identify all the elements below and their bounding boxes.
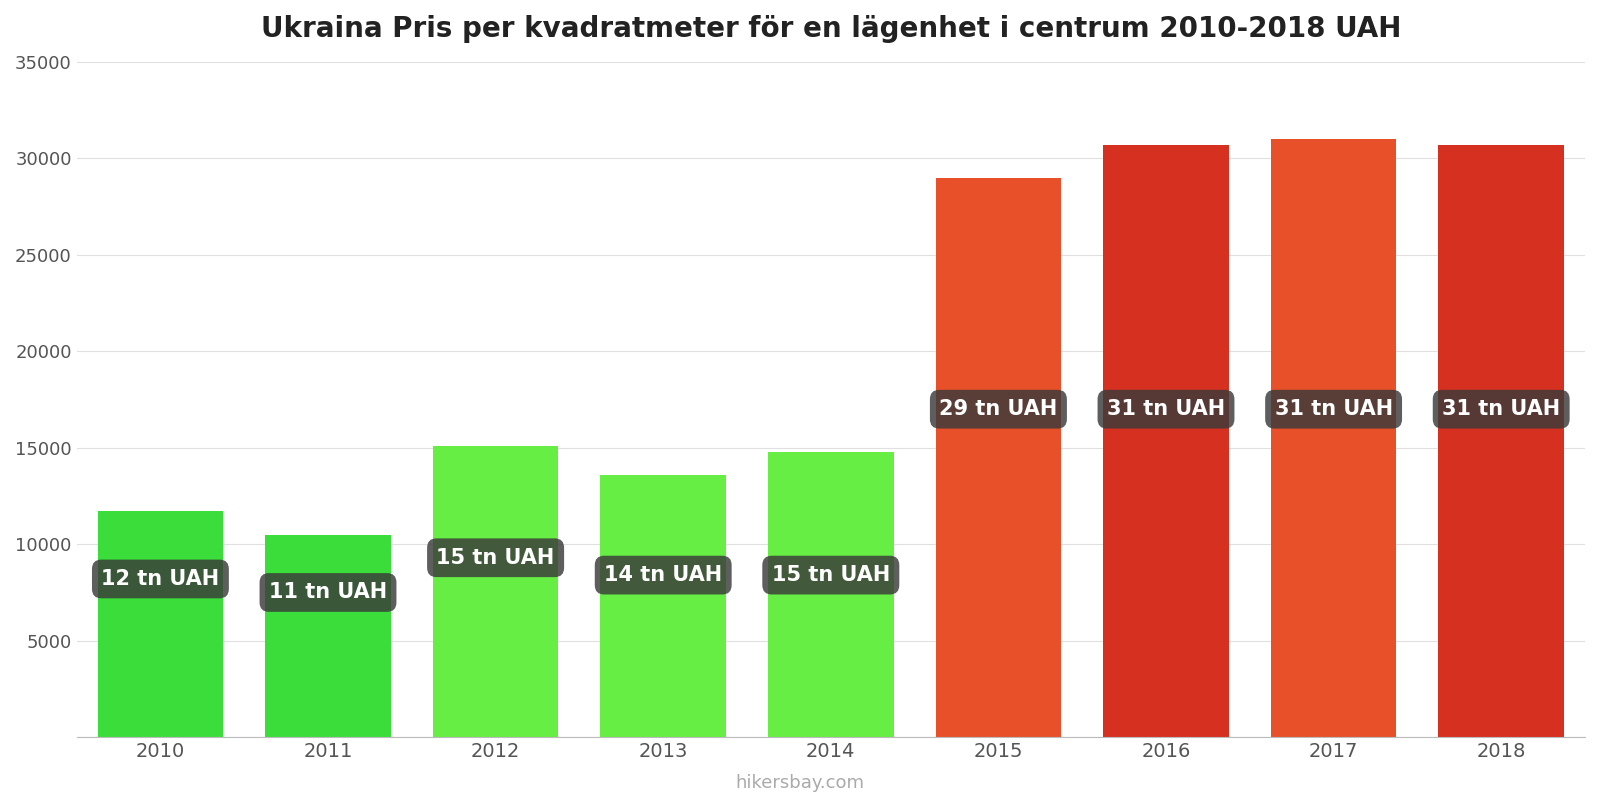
Text: 14 tn UAH: 14 tn UAH	[605, 565, 722, 585]
Text: 31 tn UAH: 31 tn UAH	[1107, 399, 1226, 419]
Bar	[266, 534, 390, 737]
Text: hikersbay.com: hikersbay.com	[736, 774, 864, 792]
Text: 15 tn UAH: 15 tn UAH	[771, 565, 890, 585]
Bar	[600, 474, 726, 737]
Bar	[768, 452, 894, 737]
Title: Ukraina Pris per kvadratmeter för en lägenhet i centrum 2010-2018 UAH: Ukraina Pris per kvadratmeter för en läg…	[261, 15, 1402, 43]
Text: 29 tn UAH: 29 tn UAH	[939, 399, 1058, 419]
Bar	[936, 178, 1061, 737]
Bar	[1102, 145, 1229, 737]
Text: 31 tn UAH: 31 tn UAH	[1275, 399, 1392, 419]
Bar	[432, 446, 558, 737]
Text: 31 tn UAH: 31 tn UAH	[1442, 399, 1560, 419]
Text: 15 tn UAH: 15 tn UAH	[437, 548, 555, 568]
Bar	[1438, 145, 1565, 737]
Bar	[1270, 139, 1397, 737]
Text: 11 tn UAH: 11 tn UAH	[269, 582, 387, 602]
Bar	[98, 511, 224, 737]
Text: 12 tn UAH: 12 tn UAH	[101, 569, 219, 589]
